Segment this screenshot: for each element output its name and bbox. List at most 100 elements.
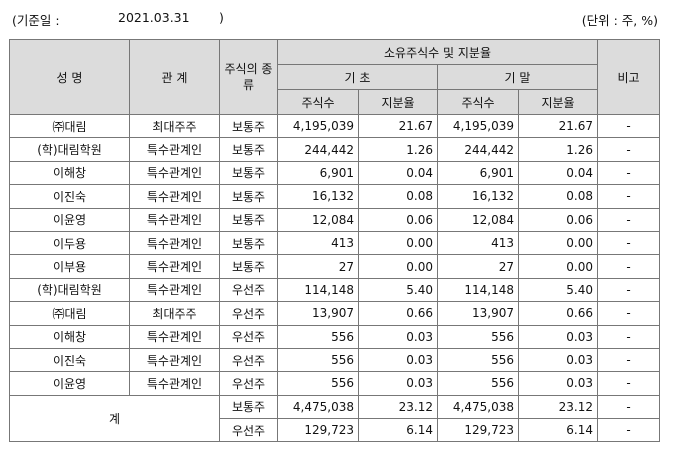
cell-stock-type: 보통주 <box>219 113 278 139</box>
cell-begin-shares: 4,475,038 <box>277 394 359 420</box>
cell-stock-type: 보통주 <box>219 394 278 420</box>
cell-relation: 특수관계인 <box>129 277 220 303</box>
cell-stock-type: 우선주 <box>219 347 278 373</box>
cell-note: - <box>597 347 660 373</box>
table-caption: (기준일 : 2021.03.31 ) (단위 : 주, %) <box>0 10 674 30</box>
cell-name: 이해창 <box>9 160 130 186</box>
base-date-label: (기준일 : <box>12 13 60 28</box>
table-row: 이진숙 특수관계인 보통주 16,132 0.08 16,132 0.08- <box>9 184 660 209</box>
cell-end-shares: 556 <box>437 324 519 349</box>
header-begin-ratio: 지분율 <box>358 89 438 115</box>
cell-name: 이부용 <box>9 254 130 279</box>
header-name: 성 명 <box>9 39 130 115</box>
cell-end-shares: 6,901 <box>437 160 519 186</box>
cell-begin-shares: 413 <box>277 230 359 256</box>
shareholder-table: 성 명 관 계 주식의 종류 소유주식수 및 지분율 비고 기 초 기 말 주식… <box>9 39 660 443</box>
cell-name: 이해창 <box>9 324 130 349</box>
cell-name: ㈜대림 <box>9 301 130 326</box>
table-row: (학)대림학원 특수관계인 보통주 244,442 1.26 244,442 1.26- <box>9 137 660 162</box>
cell-note: - <box>597 277 660 303</box>
base-date-value: 2021.03.31 <box>118 10 190 25</box>
cell-begin-ratio: 23.12 <box>358 394 438 420</box>
cell-end-ratio: 0.06 <box>518 207 598 232</box>
cell-end-shares: 16,132 <box>437 184 519 209</box>
cell-begin-shares: 244,442 <box>277 137 359 162</box>
total-row: 계 보통주 4,475,038 23.12 4,475,038 23.12- <box>9 394 660 443</box>
cell-end-ratio: 0.00 <box>518 230 598 256</box>
cell-end-ratio: 0.66 <box>518 301 598 326</box>
cell-begin-ratio: 0.06 <box>358 207 438 232</box>
cell-end-shares: 244,442 <box>437 137 519 162</box>
cell-begin-ratio: 0.66 <box>358 301 438 326</box>
table-row: 이윤영 특수관계인 보통주 12,084 0.06 12,084 0.06- <box>9 207 660 232</box>
cell-relation: 최대주주 <box>129 301 220 326</box>
cell-end-ratio: 6.14 <box>518 418 598 443</box>
cell-begin-shares: 6,901 <box>277 160 359 186</box>
cell-stock-type: 우선주 <box>219 277 278 303</box>
cell-begin-shares: 13,907 <box>277 301 359 326</box>
cell-note: - <box>597 137 660 162</box>
cell-begin-ratio: 0.03 <box>358 347 438 373</box>
table-row: 이해창 특수관계인 보통주 6,901 0.04 6,901 0.04- <box>9 160 660 186</box>
cell-begin-ratio: 0.03 <box>358 371 438 396</box>
header-note: 비고 <box>597 39 660 115</box>
header-end-shares: 주식수 <box>437 89 519 115</box>
table-row: 이두용 특수관계인 보통주 413 0.00 413 0.00- <box>9 230 660 256</box>
cell-begin-ratio: 6.14 <box>358 418 438 443</box>
cell-begin-shares: 27 <box>277 254 359 279</box>
cell-note: - <box>597 394 660 420</box>
cell-stock-type: 보통주 <box>219 230 278 256</box>
table-row: 이진숙 특수관계인 우선주 556 0.03 556 0.03- <box>9 347 660 373</box>
cell-begin-shares: 556 <box>277 324 359 349</box>
cell-begin-ratio: 1.26 <box>358 137 438 162</box>
cell-note: - <box>597 371 660 396</box>
cell-relation: 특수관계인 <box>129 137 220 162</box>
table-row: (학)대림학원 특수관계인 우선주 114,148 5.40 114,148 5.40- <box>9 277 660 303</box>
cell-note: - <box>597 207 660 232</box>
cell-stock-type: 보통주 <box>219 254 278 279</box>
cell-note: - <box>597 160 660 186</box>
base-date-close: ) <box>219 10 224 25</box>
table-row: 이윤영 특수관계인 우선주 556 0.03 556 0.03- <box>9 371 660 396</box>
cell-begin-ratio: 21.67 <box>358 113 438 139</box>
unit-label: (단위 : 주, %) <box>581 13 658 28</box>
cell-end-ratio: 1.26 <box>518 137 598 162</box>
header-relation: 관 계 <box>129 39 220 115</box>
cell-end-ratio: 0.00 <box>518 254 598 279</box>
cell-note: - <box>597 230 660 256</box>
cell-note: - <box>597 184 660 209</box>
header-end-ratio: 지분율 <box>518 89 598 115</box>
cell-begin-ratio: 0.03 <box>358 324 438 349</box>
cell-name: 이진숙 <box>9 347 130 373</box>
cell-end-shares: 27 <box>437 254 519 279</box>
cell-end-ratio: 0.04 <box>518 160 598 186</box>
cell-end-shares: 114,148 <box>437 277 519 303</box>
cell-note: - <box>597 301 660 326</box>
cell-end-shares: 4,475,038 <box>437 394 519 420</box>
cell-end-ratio: 0.03 <box>518 324 598 349</box>
cell-stock-type: 우선주 <box>219 371 278 396</box>
cell-end-ratio: 0.03 <box>518 371 598 396</box>
cell-stock-type: 보통주 <box>219 184 278 209</box>
cell-relation: 특수관계인 <box>129 160 220 186</box>
cell-name: ㈜대림 <box>9 113 130 139</box>
cell-stock-type: 우선주 <box>219 301 278 326</box>
cell-stock-type: 우선주 <box>219 418 278 443</box>
cell-relation: 최대주주 <box>129 113 220 139</box>
cell-relation: 특수관계인 <box>129 324 220 349</box>
cell-name: 이진숙 <box>9 184 130 209</box>
cell-begin-shares: 16,132 <box>277 184 359 209</box>
total-label: 계 <box>9 394 220 443</box>
cell-relation: 특수관계인 <box>129 371 220 396</box>
cell-begin-shares: 556 <box>277 371 359 396</box>
cell-begin-ratio: 0.04 <box>358 160 438 186</box>
cell-end-ratio: 0.08 <box>518 184 598 209</box>
header-stock-type: 주식의 종류 <box>219 39 278 115</box>
cell-end-shares: 556 <box>437 347 519 373</box>
cell-relation: 특수관계인 <box>129 254 220 279</box>
cell-end-shares: 413 <box>437 230 519 256</box>
table-row: ㈜대림 최대주주 우선주 13,907 0.66 13,907 0.66- <box>9 301 660 326</box>
cell-note: - <box>597 418 660 443</box>
table-row: 이부용 특수관계인 보통주 27 0.00 27 0.00- <box>9 254 660 279</box>
cell-end-ratio: 0.03 <box>518 347 598 373</box>
